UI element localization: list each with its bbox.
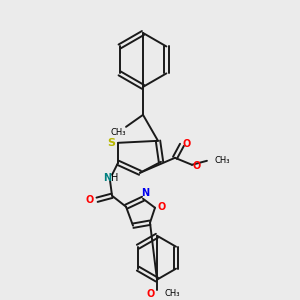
- Text: H: H: [111, 173, 119, 183]
- Text: O: O: [193, 161, 201, 171]
- Text: CH₃: CH₃: [215, 156, 230, 165]
- Text: O: O: [86, 195, 94, 205]
- Text: S: S: [107, 138, 115, 148]
- Text: O: O: [183, 139, 191, 149]
- Text: CH₃: CH₃: [110, 128, 126, 137]
- Text: N: N: [141, 188, 149, 198]
- Text: O: O: [158, 202, 166, 212]
- Text: O: O: [147, 289, 155, 298]
- Text: CH₃: CH₃: [165, 289, 181, 298]
- Text: N: N: [103, 173, 111, 183]
